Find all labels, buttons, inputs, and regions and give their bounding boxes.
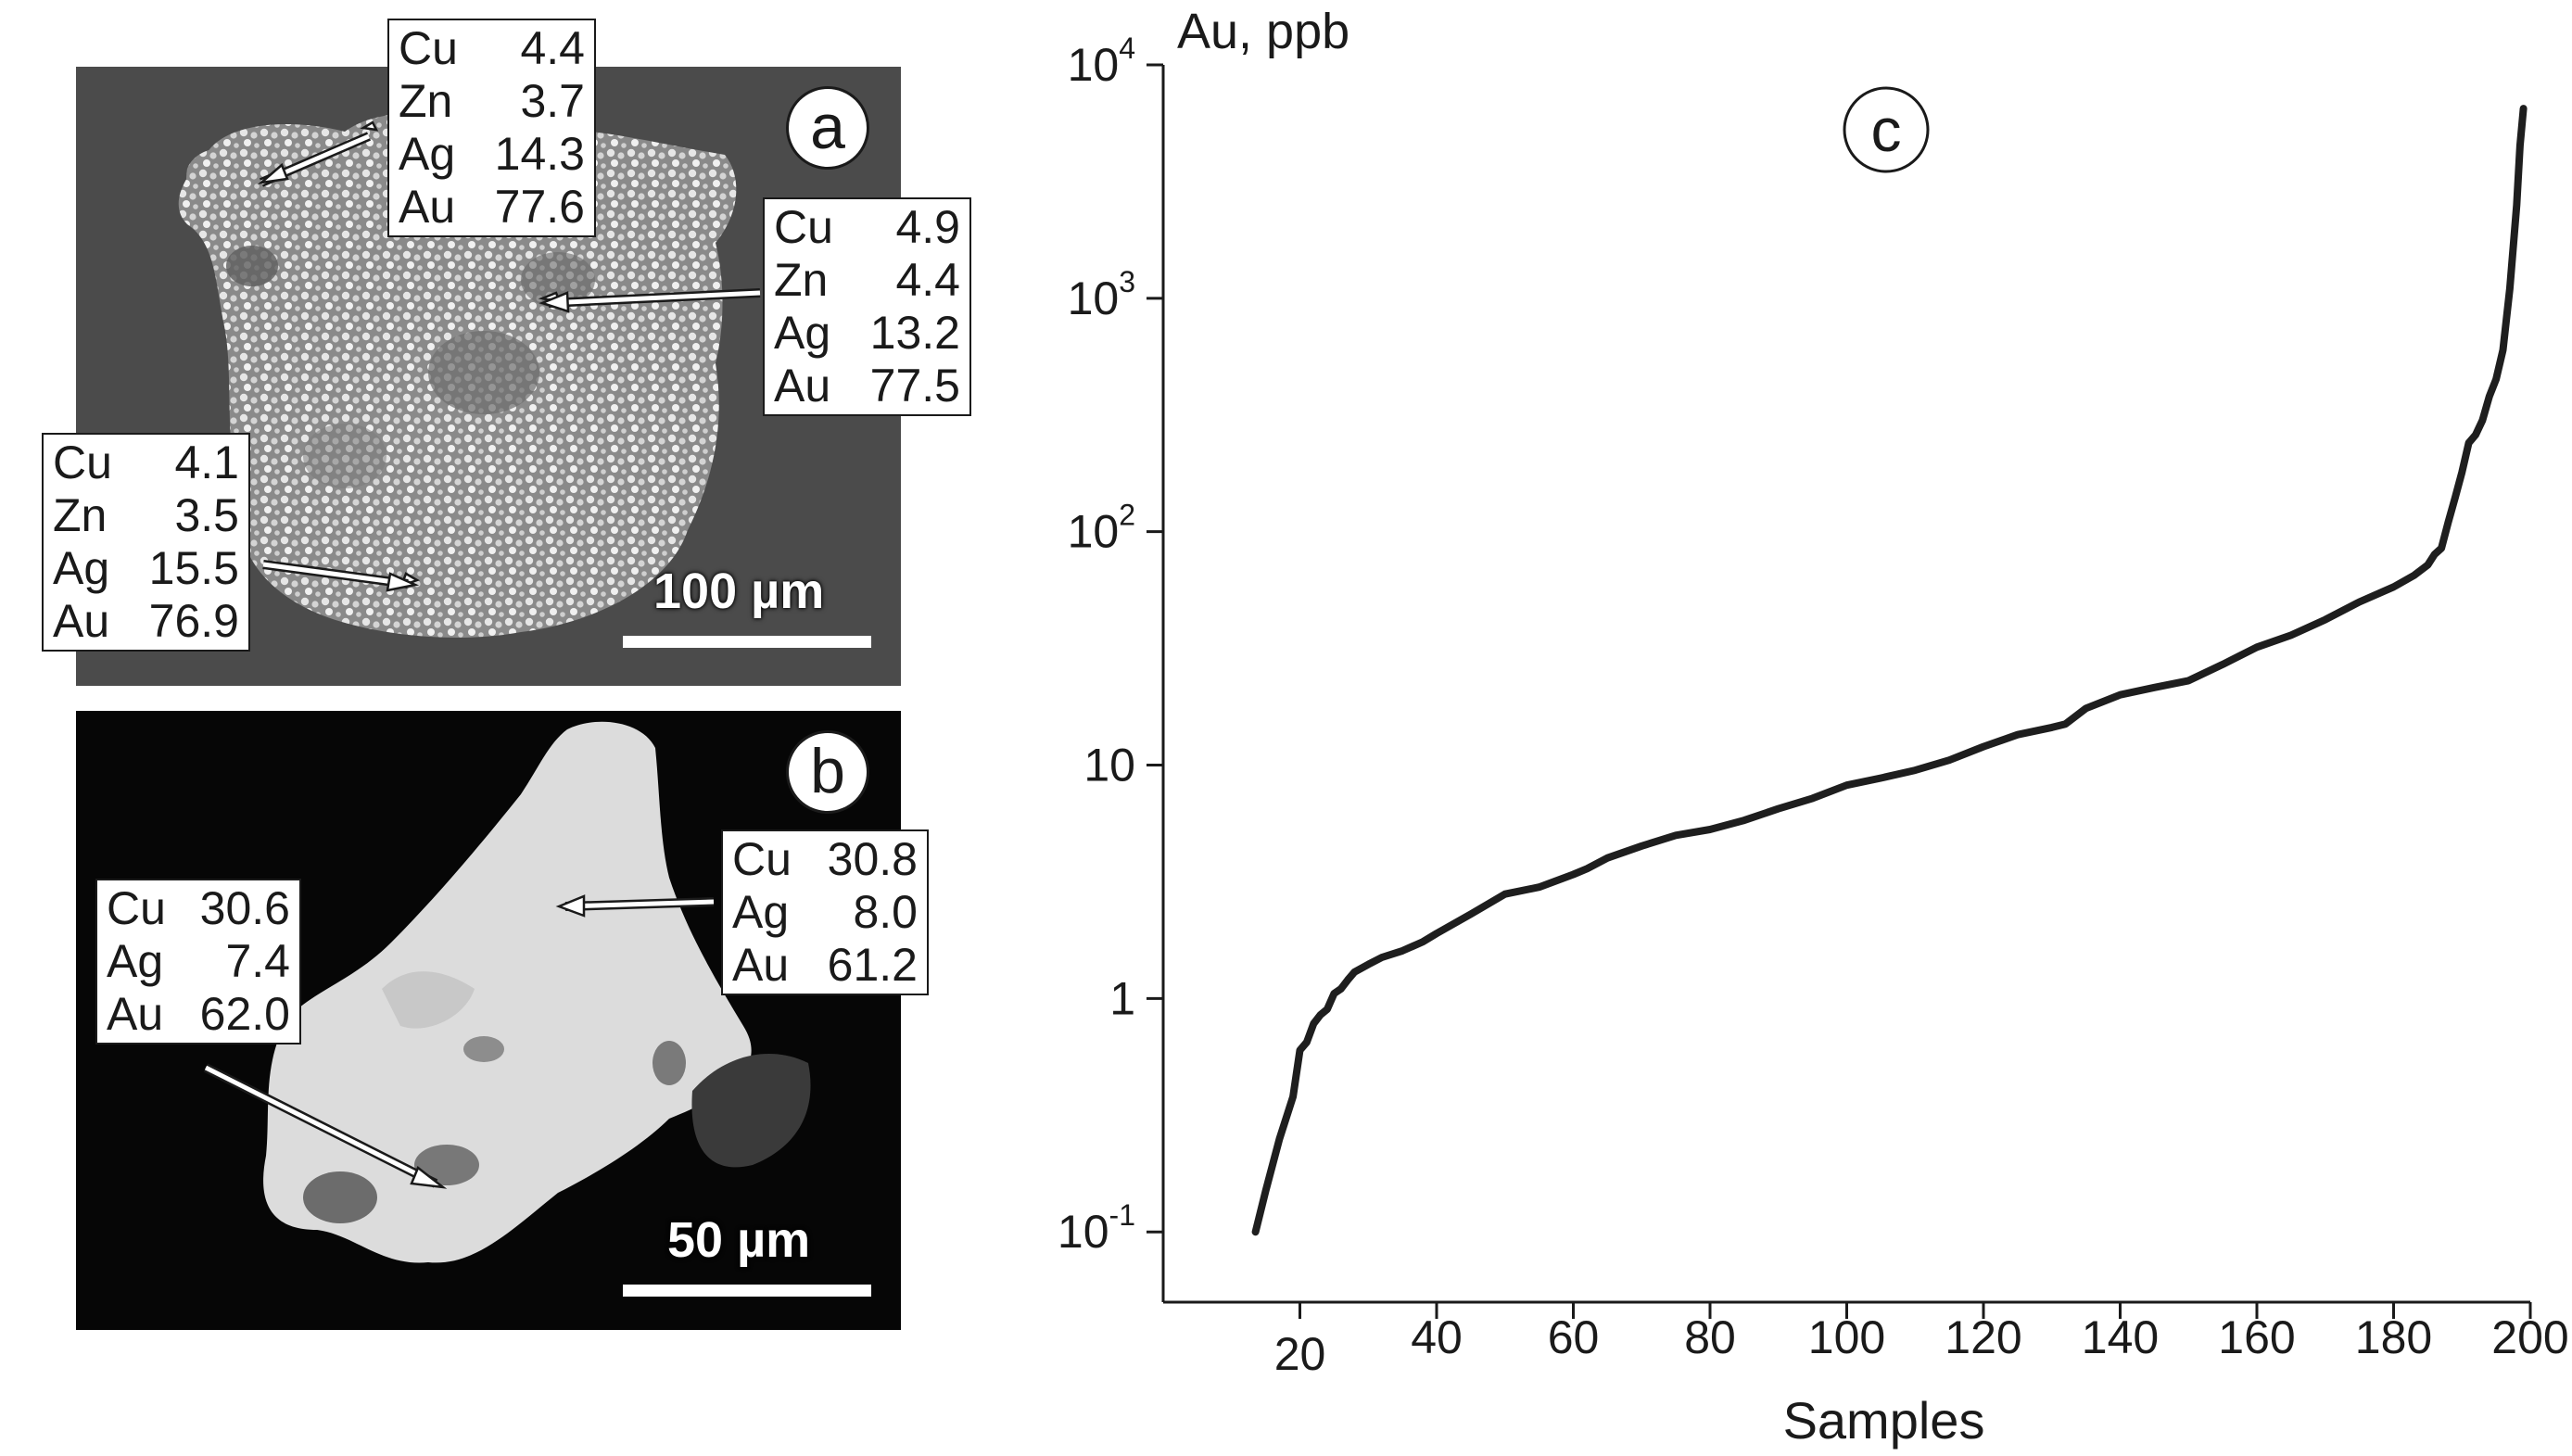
comp-row: Cu 4.4	[399, 22, 585, 75]
composition-box-b2: Cu 30.8 Ag 8.0 Au 61.2	[721, 829, 929, 995]
x-tick-label: 140	[2082, 1311, 2159, 1363]
element-symbol: Ag	[774, 307, 831, 359]
element-value: 61.2	[827, 939, 918, 991]
element-symbol: Cu	[399, 22, 458, 74]
chart-ticks: 20 40 60 80 100 120 140 160 180 200 10-1 1 10 102 103 1…	[1058, 32, 2569, 1380]
panel-label-b: b	[786, 730, 869, 814]
element-value: 13.2	[869, 307, 960, 359]
element-value: 8.0	[853, 886, 918, 938]
element-symbol: Ag	[732, 886, 790, 938]
y-tick-label: 10	[1083, 740, 1135, 791]
element-value: 4.1	[174, 437, 239, 488]
comp-row: Ag 8.0	[732, 886, 918, 939]
comp-row: Ag 14.3	[399, 128, 585, 181]
composition-box-a1: Cu 4.4 Zn 3.7 Ag 14.3 Au 77.6	[387, 19, 596, 237]
comp-row: Cu 4.9	[774, 201, 960, 254]
composition-box-b1: Cu 30.6 Ag 7.4 Au 62.0	[95, 879, 301, 1045]
element-value: 77.6	[494, 181, 585, 233]
x-tick-label: 40	[1411, 1311, 1463, 1363]
comp-row: Ag 13.2	[774, 307, 960, 360]
chart-labels: Au, ppb Samples c	[1177, 4, 1984, 1450]
panel-label-c: c	[1871, 95, 1902, 164]
grain-image-a	[178, 112, 737, 638]
element-symbol: Cu	[774, 201, 833, 253]
chart-series	[1251, 105, 2528, 1236]
x-tick-label: 180	[2355, 1311, 2432, 1363]
x-tick-label: 200	[2491, 1311, 2568, 1363]
x-axis-label: Samples	[1783, 1391, 1985, 1450]
element-symbol: Au	[774, 360, 831, 411]
comp-row: Cu 30.8	[732, 833, 918, 886]
comp-row: Au 61.2	[732, 939, 918, 992]
element-symbol: Cu	[107, 882, 166, 934]
element-symbol: Au	[107, 988, 164, 1040]
element-symbol: Ag	[107, 935, 164, 987]
x-tick-label: 20	[1274, 1328, 1326, 1380]
element-value: 7.4	[225, 935, 290, 987]
element-symbol: Au	[399, 181, 456, 233]
comp-row: Cu 4.1	[53, 437, 239, 489]
au-series-line	[1251, 105, 2528, 1236]
comp-row: Ag 7.4	[107, 935, 290, 988]
element-value: 4.9	[895, 201, 960, 253]
element-symbol: Zn	[53, 489, 108, 541]
comp-row: Zn 3.5	[53, 489, 239, 542]
x-tick-label: 60	[1548, 1311, 1600, 1363]
element-value: 30.6	[199, 882, 290, 934]
panel-label-a: a	[786, 86, 869, 170]
comp-row: Au 77.5	[774, 360, 960, 412]
x-tick-label: 120	[1945, 1311, 2021, 1363]
element-symbol: Ag	[53, 542, 110, 594]
element-symbol: Zn	[399, 75, 453, 127]
composition-box-a2: Cu 4.9 Zn 4.4 Ag 13.2 Au 77.5	[763, 197, 971, 416]
element-value: 4.4	[895, 254, 960, 306]
element-symbol: Cu	[732, 833, 792, 885]
scale-label-a: 100 µm	[653, 563, 825, 619]
comp-row: Zn 3.7	[399, 75, 585, 128]
element-symbol: Zn	[774, 254, 829, 306]
x-tick-label: 160	[2218, 1311, 2295, 1363]
scale-label-b: 50 µm	[667, 1212, 811, 1268]
element-symbol: Au	[53, 595, 110, 647]
x-tick-label: 80	[1684, 1311, 1736, 1363]
element-value: 76.9	[148, 595, 239, 647]
comp-row: Au 62.0	[107, 988, 290, 1041]
y-tick-label: 103	[1068, 265, 1135, 324]
composition-box-a3: Cu 4.1 Zn 3.5 Ag 15.5 Au 76.9	[42, 433, 250, 652]
y-axis-label: Au, ppb	[1177, 4, 1349, 59]
x-tick-label: 100	[1808, 1311, 1885, 1363]
element-symbol: Au	[732, 939, 790, 991]
comp-row: Zn 4.4	[774, 254, 960, 307]
y-tick-label: 102	[1068, 499, 1135, 558]
element-value: 3.7	[520, 75, 585, 127]
element-value: 15.5	[148, 542, 239, 594]
element-value: 4.4	[520, 22, 585, 74]
element-value: 77.5	[869, 360, 960, 411]
y-tick-label: 10-1	[1058, 1198, 1135, 1258]
chart-axes	[1161, 65, 2530, 1304]
comp-row: Au 76.9	[53, 595, 239, 648]
panel-label-c-circle	[1843, 86, 1930, 173]
y-tick-label: 104	[1068, 32, 1135, 91]
element-symbol: Ag	[399, 128, 456, 180]
comp-row: Au 77.6	[399, 181, 585, 234]
comp-row: Ag 15.5	[53, 542, 239, 595]
comp-row: Cu 30.6	[107, 882, 290, 935]
y-tick-label: 1	[1109, 972, 1135, 1024]
element-value: 62.0	[199, 988, 290, 1040]
scale-bar-a	[623, 636, 871, 648]
scale-bar-b	[623, 1285, 871, 1297]
element-value: 14.3	[494, 128, 585, 180]
element-value: 30.8	[827, 833, 918, 885]
element-symbol: Cu	[53, 437, 112, 488]
element-value: 3.5	[174, 489, 239, 541]
